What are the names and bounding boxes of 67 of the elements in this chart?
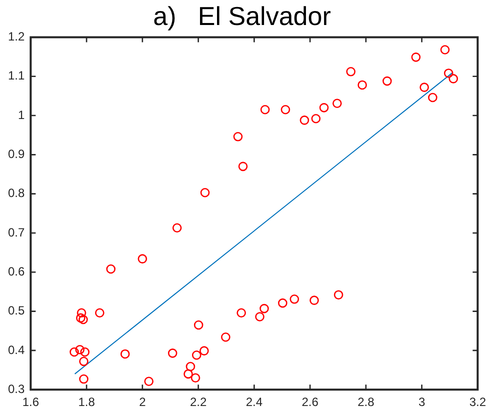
point (260, 304, 269, 314)
y-tick-label: 0.7 (8, 225, 25, 240)
y-tick-label: 1.1 (8, 68, 25, 83)
point (190, 373, 200, 383)
point (311, 114, 321, 124)
point (280, 104, 290, 114)
point (70, 347, 79, 357)
point (444, 68, 454, 78)
point (144, 376, 154, 386)
x-tick-label: 2 (139, 395, 146, 410)
point (411, 52, 421, 62)
point (255, 312, 264, 322)
point (358, 80, 367, 90)
y-tick-label: 0.5 (8, 304, 25, 318)
x-tick-label: 3 (418, 395, 426, 410)
point (76, 308, 86, 318)
point (200, 346, 209, 356)
point (194, 320, 204, 330)
point (310, 296, 319, 305)
point (260, 104, 270, 114)
y-tick-label: 0.6 (8, 264, 25, 278)
point (75, 345, 84, 354)
y-tick-label: 0.4 (8, 342, 25, 357)
point (106, 264, 116, 274)
point (95, 308, 104, 318)
point (420, 82, 429, 92)
point (200, 188, 210, 198)
point (120, 349, 130, 359)
x-tick-label: 3.2 (469, 395, 486, 410)
point (448, 74, 458, 84)
chart-title: a) El Salvador (153, 0, 332, 31)
point (172, 223, 182, 233)
point (79, 356, 88, 366)
x-tick-label: 2.8 (358, 395, 375, 410)
point (76, 313, 86, 323)
point (300, 116, 310, 125)
point (290, 294, 300, 304)
x-tick-label: 2.2 (190, 395, 207, 410)
y-tick-label: 1.2 (8, 30, 25, 44)
point (278, 298, 288, 308)
y-tick-label: 0.8 (8, 186, 25, 200)
point (186, 362, 196, 372)
point (334, 290, 344, 300)
point (80, 347, 90, 357)
point (184, 369, 193, 379)
x-tick-label: 2.6 (302, 395, 319, 410)
y-tick-label: 1 (18, 108, 25, 122)
point (138, 254, 148, 264)
x-tick-label: 2.4 (246, 395, 263, 410)
point (221, 332, 230, 342)
point (332, 98, 342, 108)
point (78, 314, 88, 324)
point (319, 103, 329, 112)
point (238, 162, 248, 172)
point (346, 67, 356, 76)
point (428, 92, 438, 102)
x-tick-label: 1.8 (78, 395, 96, 410)
y-tick-label: 0.9 (8, 146, 25, 161)
point (79, 374, 88, 384)
point (192, 350, 202, 360)
point (382, 76, 392, 86)
x-tick-label: 1.6 (22, 395, 40, 410)
y-tick-label: 0.3 (8, 382, 25, 396)
point (236, 308, 246, 318)
point (233, 132, 243, 142)
point (440, 45, 450, 54)
point (168, 348, 178, 358)
